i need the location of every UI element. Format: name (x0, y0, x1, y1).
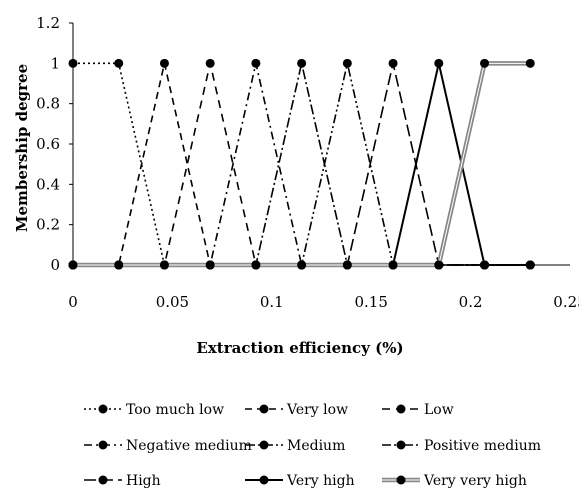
series-very-high-point (480, 260, 490, 270)
series-positive-medium (68, 58, 535, 270)
series-very-high (68, 58, 535, 270)
legend-very-very-high-label: Very very high (423, 473, 527, 489)
series-very-very-high-point (434, 260, 444, 270)
x-tick-label: 0.1 (260, 293, 284, 311)
series-very-very-high-point (205, 260, 215, 270)
y-tick-label: 0 (50, 256, 60, 274)
legend-too-much-low-label: Too much low (126, 402, 224, 418)
series-medium-point (297, 58, 307, 68)
series-very-very-high (68, 58, 535, 270)
y-tick-label: 0.8 (36, 95, 60, 113)
y-tick-label: 0.6 (36, 135, 60, 153)
legend-too-much-low: Too much low (84, 402, 224, 418)
series-very-very-high-point (388, 260, 398, 270)
series-too-much-low-point (68, 58, 78, 68)
series-very-low-point (159, 58, 169, 68)
series-negative-medium (68, 58, 535, 270)
series-too-much-low (68, 58, 535, 270)
y-tick-label: 0.2 (36, 216, 60, 234)
series-very-very-high-point (159, 260, 169, 270)
series-very-high-point (434, 58, 444, 68)
series-very-very-high-point (68, 260, 78, 270)
series-low-point (205, 58, 215, 68)
series-high-point (388, 58, 398, 68)
y-tick-label: 0.4 (36, 175, 60, 193)
x-axis-title: Extraction efficiency (%) (196, 339, 403, 357)
legend-very-high-label: Very high (286, 473, 355, 489)
x-tick-label: 0.25 (553, 293, 579, 311)
legend-high-label: High (126, 473, 161, 489)
x-tick-label: 0.2 (459, 293, 483, 311)
series-very-low (68, 58, 535, 270)
legend-medium: Medium (245, 438, 345, 454)
x-tick-label: 0.15 (354, 293, 387, 311)
y-axis-title: Membership degree (13, 64, 31, 232)
series-very-high-point (525, 260, 535, 270)
series-negative-medium-point (251, 58, 261, 68)
legend-negative-medium: Negative medium (84, 438, 252, 454)
series-medium (68, 58, 535, 270)
y-tick-label: 1 (50, 54, 60, 72)
legend-positive-medium-label: Positive medium (424, 438, 541, 454)
legend-too-much-low-marker (98, 404, 108, 414)
series-very-very-high-point (297, 260, 307, 270)
series-very-very-high-point (342, 260, 352, 270)
legend-very-very-high-marker (396, 475, 406, 485)
series-very-very-high-point (114, 260, 124, 270)
series-too-much-low-point (114, 58, 124, 68)
series-low (68, 58, 535, 270)
y-tick-label: 1.2 (36, 14, 60, 32)
legend-very-high-marker (259, 475, 269, 485)
series-high (68, 58, 535, 270)
legend-medium-label: Medium (287, 438, 345, 454)
legend-low-marker (396, 404, 406, 414)
legend-positive-medium-marker (396, 440, 406, 450)
legend-low-label: Low (424, 402, 454, 418)
series-very-very-high-point (525, 58, 535, 68)
legend-negative-medium-label: Negative medium (126, 438, 252, 454)
x-tick-label: 0 (68, 293, 78, 311)
legend-high: High (84, 473, 161, 489)
x-tick-label: 0.05 (156, 293, 189, 311)
series-positive-medium-point (342, 58, 352, 68)
legend-high-marker (98, 475, 108, 485)
chart-legend: Too much low Very low Low Negative medium Me… (84, 402, 541, 489)
legend-negative-medium-marker (98, 440, 108, 450)
legend-medium-marker (259, 440, 269, 450)
chart-series (68, 58, 535, 270)
legend-very-low-marker (259, 404, 269, 414)
legend-very-very-high: Very very high (382, 473, 527, 489)
legend-very-low: Very low (245, 402, 348, 418)
legend-positive-medium: Positive medium (382, 438, 541, 454)
series-very-very-high-point (251, 260, 261, 270)
series-very-low-line (73, 63, 531, 266)
legend-very-low-label: Very low (286, 402, 348, 418)
chart-axes: 0 0.2 0.4 0.6 0.8 1 1.2 0 0.05 0.1 0.15 0.2 0.25 (36, 14, 579, 311)
series-very-very-high-point (480, 58, 490, 68)
legend-low: Low (382, 402, 454, 418)
legend-very-high: Very high (245, 473, 355, 489)
